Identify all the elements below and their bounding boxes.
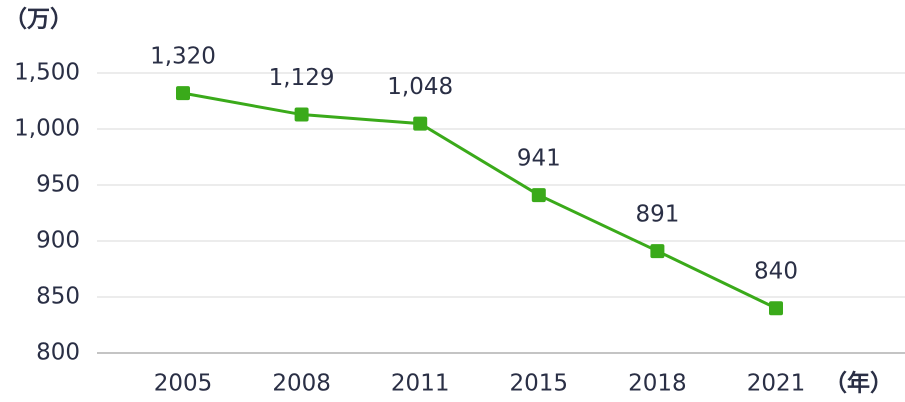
value-label: 1,048 — [387, 74, 453, 100]
marker — [294, 107, 309, 122]
x-tick-label: 2011 — [391, 371, 450, 397]
marker — [531, 188, 546, 203]
y-tick-label: 800 — [36, 340, 80, 366]
value-label: 840 — [754, 259, 798, 285]
x-tick-label: 2018 — [628, 371, 687, 397]
line — [182, 91, 777, 310]
x-tick-label: 2015 — [510, 371, 569, 397]
y-tick-label: 950 — [36, 172, 80, 198]
x-tick-label: 2008 — [272, 371, 331, 397]
value-label: 891 — [635, 202, 679, 228]
marker — [650, 244, 665, 259]
y-tick-label: 900 — [36, 228, 80, 254]
marker — [769, 301, 783, 316]
y-tick-label: 850 — [36, 284, 80, 310]
y-unit: （万） — [4, 6, 73, 33]
marker — [176, 86, 190, 101]
value-label: 1,320 — [150, 44, 216, 70]
y-tick-label: 1,500 — [14, 60, 80, 86]
y-tick-label: 1,000 — [14, 116, 80, 142]
x-unit: （年） — [824, 370, 893, 397]
x-tick-label: 2005 — [154, 371, 213, 397]
value-label: 1,129 — [269, 65, 335, 91]
value-label: 941 — [517, 146, 561, 172]
x-tick-label: 2021 — [747, 371, 806, 397]
marker — [413, 116, 428, 131]
